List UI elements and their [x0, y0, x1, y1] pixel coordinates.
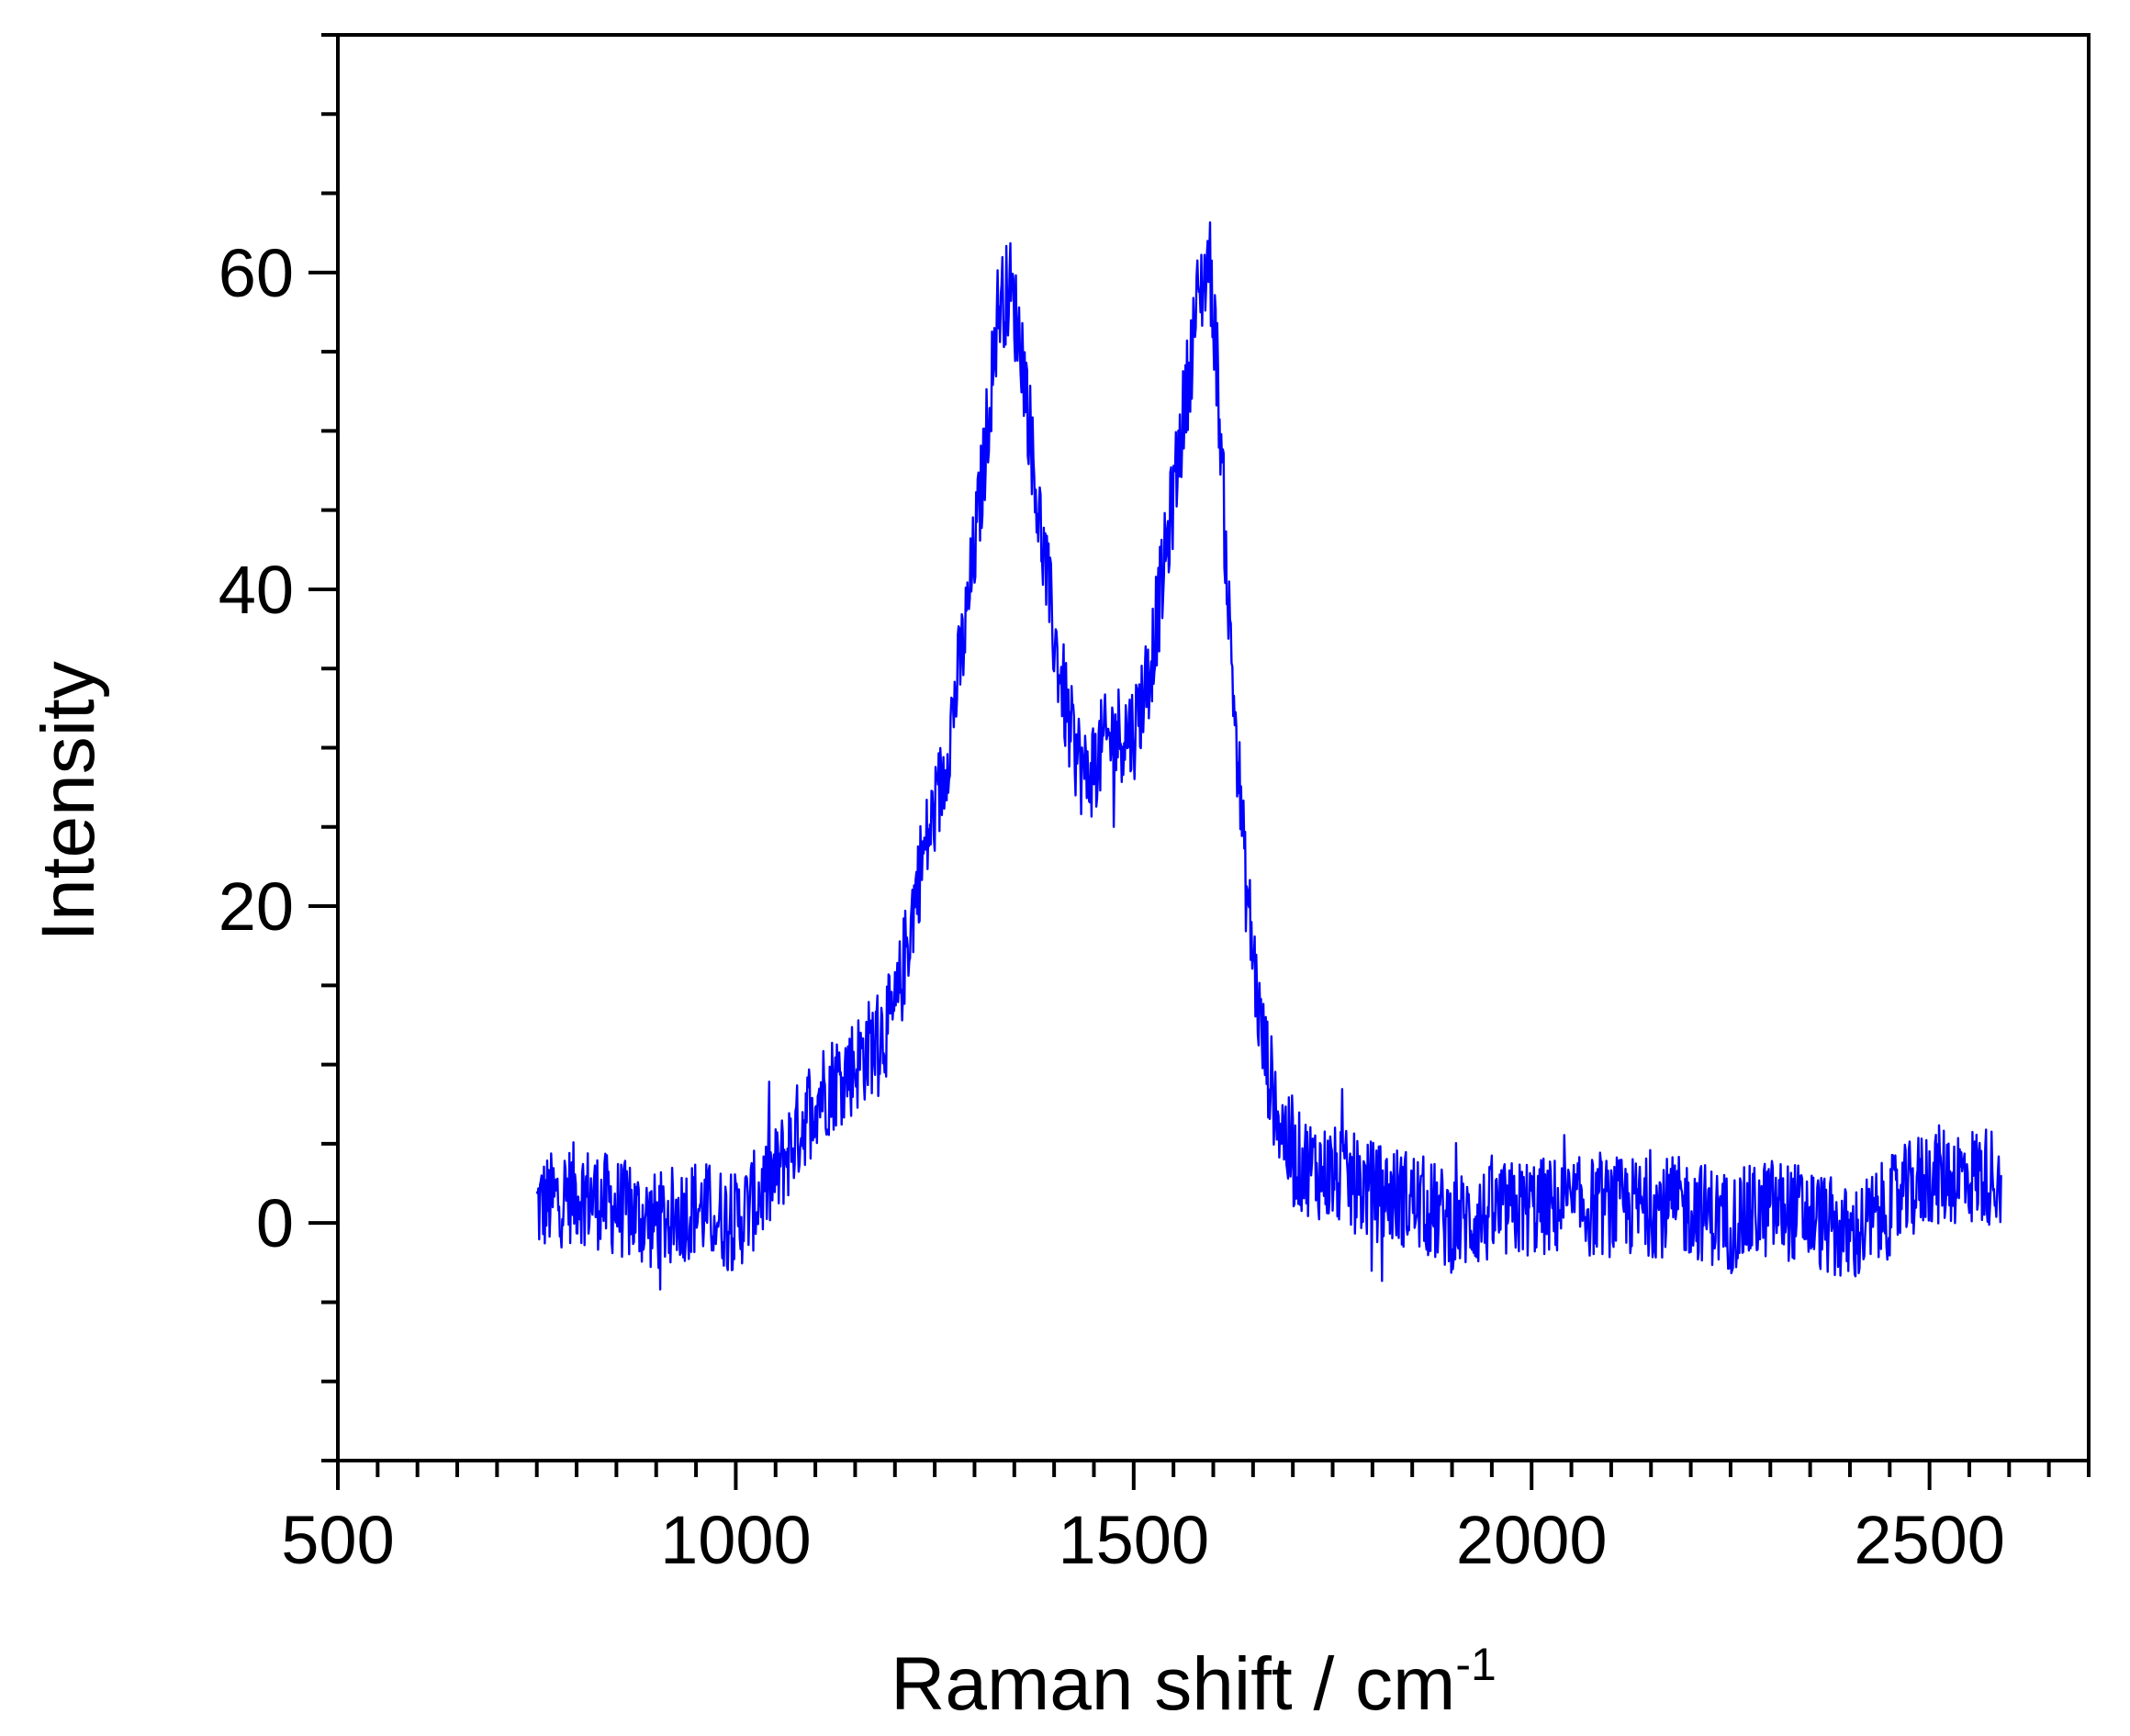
y-axis-title: Intensity	[27, 661, 110, 941]
x-axis-title: Raman shift / cm-1	[891, 1639, 1497, 1726]
x-tick-label: 1000	[660, 1502, 812, 1578]
y-tick-label: 0	[256, 1185, 294, 1261]
x-tick-label: 2000	[1456, 1502, 1608, 1578]
x-tick-label: 500	[281, 1502, 394, 1578]
spectrum-line	[535, 221, 2002, 1291]
x-axis-title-superscript: -1	[1455, 1639, 1496, 1690]
x-tick-label: 2500	[1854, 1502, 2005, 1578]
axis-ticks	[308, 33, 2091, 1490]
y-tick-label: 40	[219, 552, 294, 628]
axis-tick-labels: 500 1000 1500 2000 2500 0 20 40 60	[219, 235, 2005, 1578]
x-tick-label: 1500	[1059, 1502, 1210, 1578]
y-tick-label: 60	[219, 235, 294, 311]
y-tick-label: 20	[219, 868, 294, 945]
